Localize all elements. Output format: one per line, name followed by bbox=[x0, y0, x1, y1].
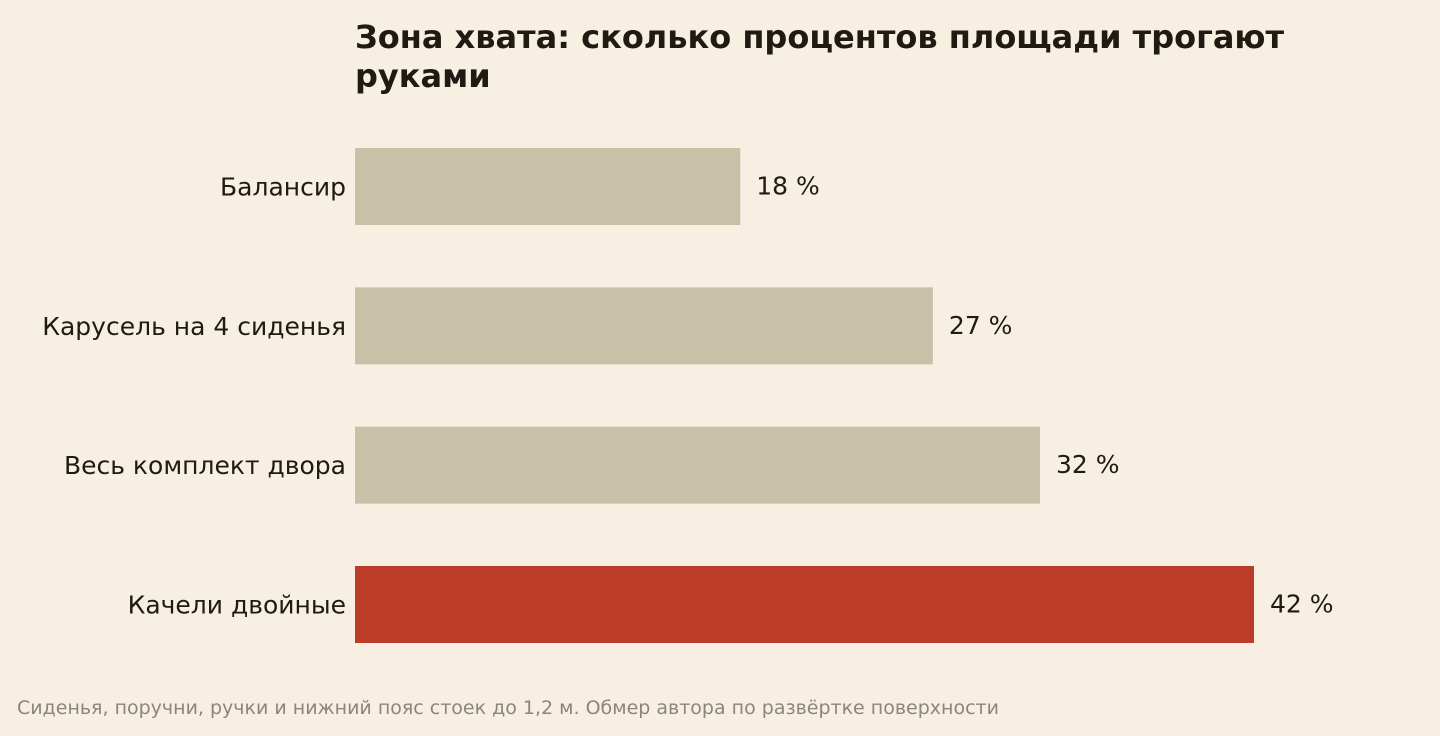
chart-title: Зона хвата: сколько процентов площади тр… bbox=[355, 18, 1285, 95]
chart-footnote: Сиденья, поручни, ручки и нижний пояс ст… bbox=[17, 697, 999, 719]
value-label: 18 % bbox=[756, 172, 820, 201]
category-label: Балансир bbox=[220, 173, 346, 202]
highlighted-bar bbox=[355, 565, 1254, 643]
category-label: Карусель на 4 сиденья bbox=[42, 312, 346, 341]
bar bbox=[355, 287, 933, 365]
category-label: Качели двойные bbox=[128, 590, 346, 619]
category-label: Весь комплект двора bbox=[64, 451, 346, 480]
bar bbox=[355, 148, 741, 225]
bar bbox=[355, 426, 1040, 504]
value-label: 32 % bbox=[1056, 450, 1120, 479]
value-label: 42 % bbox=[1270, 589, 1334, 618]
value-label: 27 % bbox=[949, 311, 1013, 340]
